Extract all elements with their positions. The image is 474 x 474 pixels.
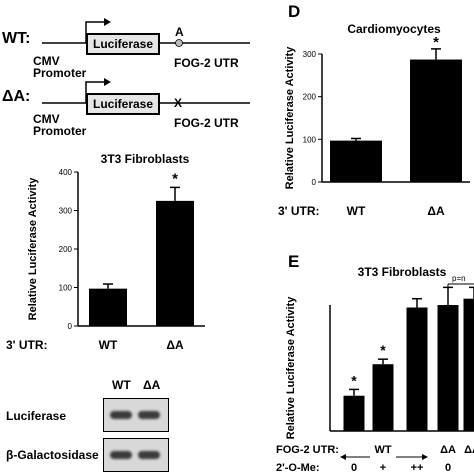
utr-label-da: FOG-2 UTR xyxy=(174,116,239,130)
da-construct-label: ΔA: xyxy=(2,88,31,105)
cmv-promoter-label-da: CMV Promoter xyxy=(33,112,87,138)
utr-label-wt: FOG-2 UTR xyxy=(174,56,239,70)
bar xyxy=(406,307,428,431)
bar xyxy=(463,298,474,431)
y-tick-label: 200 xyxy=(59,245,73,254)
utr-row-label: 3' UTR: xyxy=(278,204,320,218)
chart-title: 3T3 Fibroblasts xyxy=(101,152,190,166)
ome-level-label: 0 xyxy=(445,462,451,474)
y-tick-label: 200 xyxy=(303,93,317,102)
x-category-label: ΔA xyxy=(166,338,184,352)
chart-cardiomyocytes: Cardiomyocytes 0 100 200 300 Relative Lucifer… xyxy=(278,22,470,218)
utr-group-label: ΔA xyxy=(440,444,456,456)
bar xyxy=(410,59,462,183)
bar xyxy=(437,305,459,431)
y-axis-label: Relative Luciferase Activity xyxy=(27,177,39,321)
wt-construct-label: WT: xyxy=(2,30,31,47)
blot-row-luciferase: Luciferase xyxy=(6,409,67,423)
x-category-label: WT xyxy=(99,338,118,352)
ome-row-label: 2'-O-Me: xyxy=(276,462,320,474)
y-axis-label: Relative Luciferase Activity xyxy=(285,296,297,440)
da-site-label: X xyxy=(174,96,183,110)
y-tick-label: 0 xyxy=(312,178,317,187)
blot-lane-da: ΔA xyxy=(143,378,161,392)
cmv-promoter-label-wt: CMV Promoter xyxy=(33,54,87,80)
bar xyxy=(330,140,382,182)
bar xyxy=(89,288,127,326)
wt-site-label: A xyxy=(175,25,184,39)
blot-luciferase-strip xyxy=(103,398,169,432)
x-category-label: ΔA xyxy=(427,204,445,218)
luciferase-box-wt: Luciferase xyxy=(86,33,160,55)
bar xyxy=(372,364,394,431)
luciferase-box-da: Luciferase xyxy=(86,93,160,115)
significance-star: * xyxy=(351,372,357,388)
y-tick-label: 0 xyxy=(68,322,73,331)
bar xyxy=(343,395,365,431)
chart-3t3-2ome: 3T3 Fibroblasts Relative Luciferase Activ… xyxy=(276,265,474,474)
y-tick-label: 300 xyxy=(59,207,73,216)
y-tick-label: 100 xyxy=(303,135,317,144)
chart-3t3-wt-da: 3T3 Fibroblasts 0 100 200 300 400 Relative Luc… xyxy=(6,152,205,352)
significance-star: * xyxy=(380,342,386,358)
ome-level-label: ++ xyxy=(411,462,424,474)
y-tick-label: 100 xyxy=(59,284,73,293)
panel-letter-e: E xyxy=(288,252,300,271)
blot-row-bgal: β-Galactosidase xyxy=(6,448,99,462)
blot-lane-wt: WT xyxy=(112,378,131,392)
pvalue-label: p=n xyxy=(452,274,466,283)
y-tick-label: 400 xyxy=(59,168,73,177)
utr-row-label: 3' UTR: xyxy=(6,338,48,352)
bar xyxy=(156,200,194,326)
y-tick-label: 300 xyxy=(303,50,317,59)
panel-letter-d: D xyxy=(288,2,301,21)
ome-level-label: + xyxy=(380,462,386,474)
wt-group-arrowhead-left xyxy=(340,454,346,460)
significance-star: * xyxy=(172,170,178,187)
x-category-label: WT xyxy=(347,204,366,218)
wt-group-arrowhead-right xyxy=(422,454,428,460)
utr-group-label: WT xyxy=(374,444,391,456)
ome-level-label: 0 xyxy=(351,462,357,474)
y-axis-label: Relative Luciferase Activity xyxy=(284,46,296,190)
utr-group-label-partial: ΔA xyxy=(464,444,474,456)
chart-title: 3T3 Fibroblasts xyxy=(358,265,447,279)
significance-star: * xyxy=(433,34,439,51)
fog2-utr-row-label: FOG-2 UTR: xyxy=(276,444,339,456)
blot-bgal-strip xyxy=(103,438,169,472)
chart-title: Cardiomyocytes xyxy=(347,22,441,36)
